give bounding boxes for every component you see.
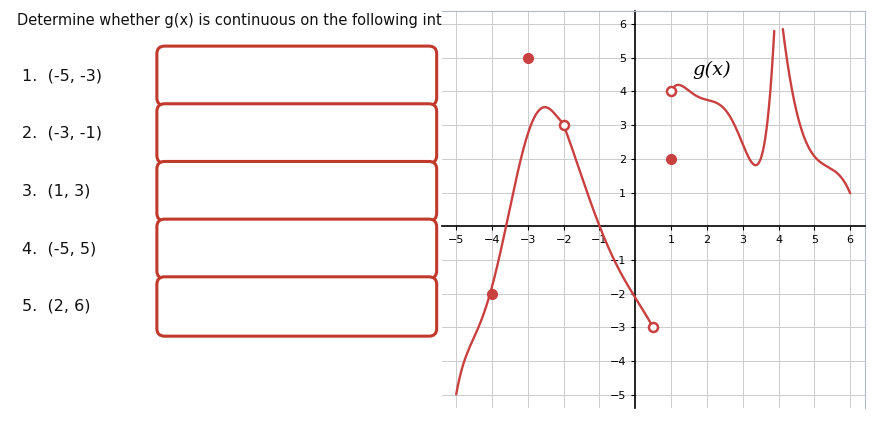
Text: 3.  (1, 3): 3. (1, 3) [22,184,90,199]
Text: g(x): g(x) [693,60,731,79]
Text: 5.  (2, 6): 5. (2, 6) [22,299,90,314]
FancyBboxPatch shape [157,104,437,163]
Text: 2.  (-3, -1): 2. (-3, -1) [22,126,102,141]
FancyBboxPatch shape [157,277,437,336]
Text: 1.  (-5, -3): 1. (-5, -3) [22,68,102,83]
Text: Determine whether g(x) is continuous on the following intervals.: Determine whether g(x) is continuous on … [18,13,492,28]
FancyBboxPatch shape [157,46,437,106]
Text: 4.  (-5, 5): 4. (-5, 5) [22,241,96,256]
FancyBboxPatch shape [157,162,437,221]
FancyBboxPatch shape [157,219,437,279]
